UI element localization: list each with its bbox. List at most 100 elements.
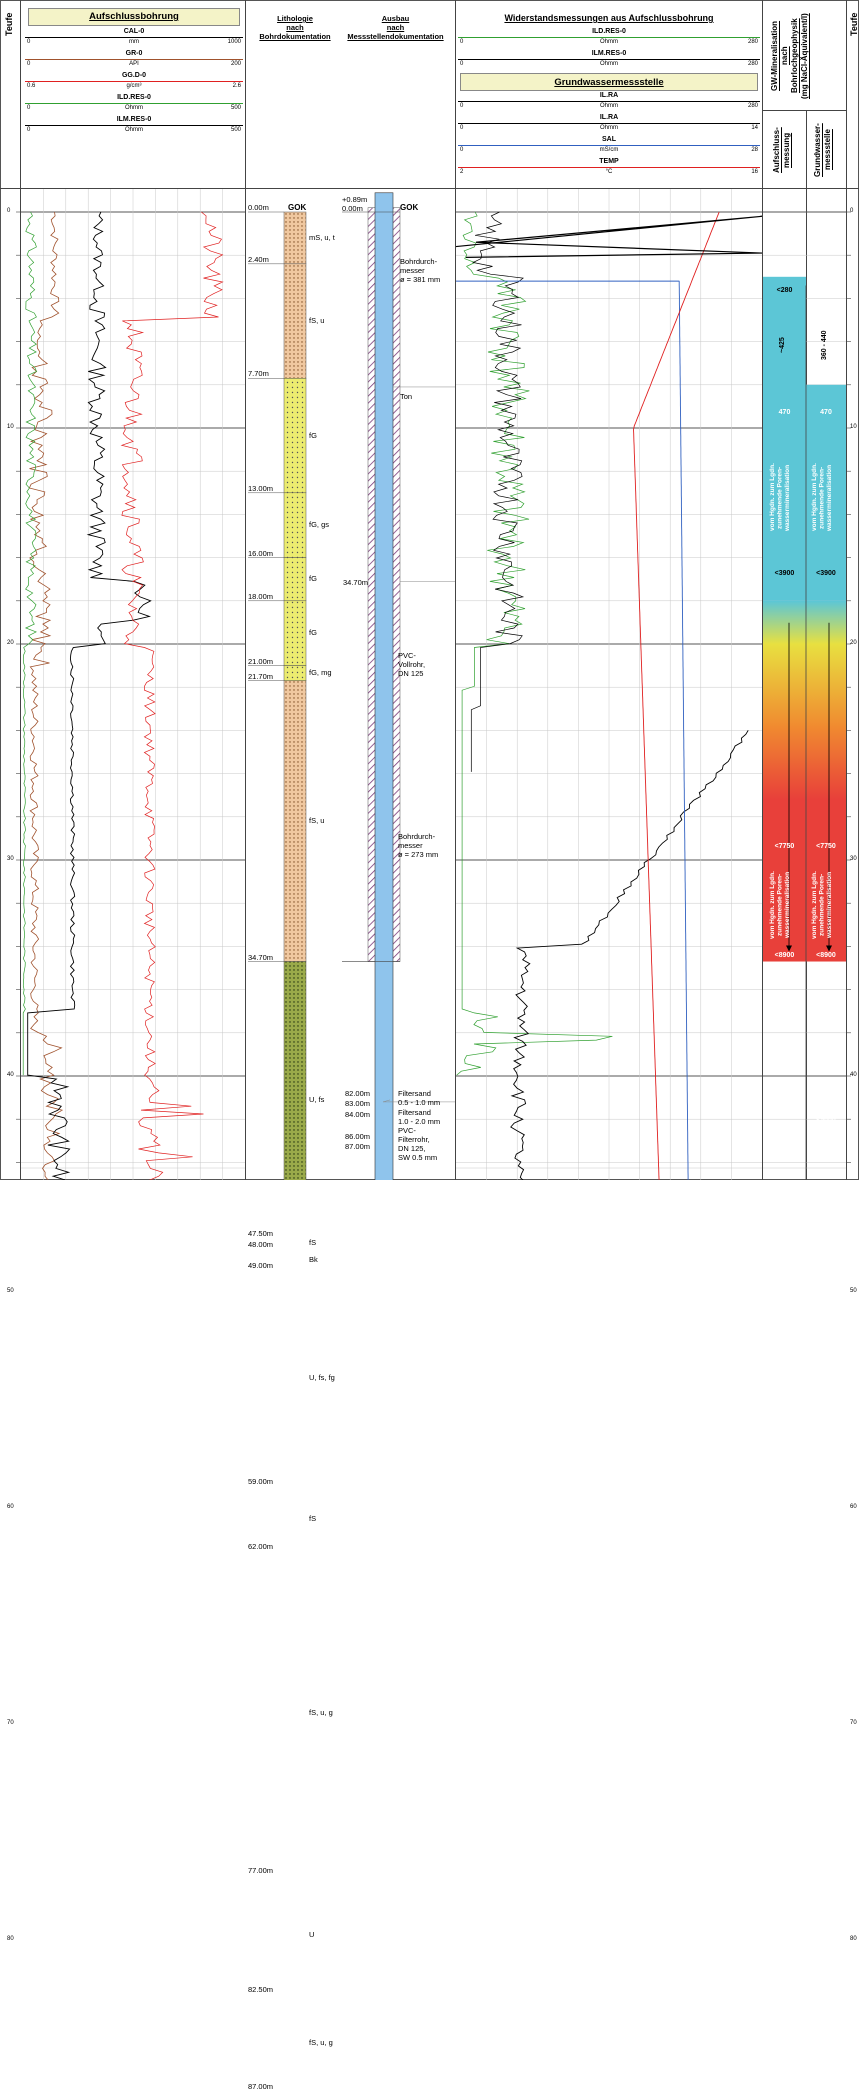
- lithology-label-11: U, fs, fg: [309, 1373, 335, 1383]
- gw-curve-max-2: 28: [751, 147, 758, 153]
- col-divider: [762, 0, 763, 1180]
- header-divider: [0, 188, 859, 189]
- left-curve-line-1: [25, 59, 243, 60]
- left-curve-line-2: [25, 81, 243, 82]
- lithology-layer-3: [283, 492, 307, 558]
- lithology-label-15: fS, u, g: [309, 2037, 333, 2047]
- left-curve-name-2: GG.D-0: [121, 72, 147, 79]
- gw-curve-min-0: 0: [460, 103, 464, 109]
- gw-curve-line-3: [458, 167, 760, 168]
- min-cyan-2: [763, 384, 846, 601]
- depth-tick-80: 80: [7, 1936, 14, 1942]
- lithology-depth-16: 87.00m: [248, 2082, 274, 2091]
- min-b-8900: <8900: [816, 952, 836, 959]
- cal-curve: [27, 211, 152, 1180]
- lithology-depth-12: 59.00m: [248, 1477, 274, 1487]
- col-divider: [762, 110, 846, 111]
- pvc-vollrohr: [374, 192, 394, 1180]
- min-b-9000: ~ 9000: [821, 1004, 828, 1026]
- ausbau-zero-label: 0.00m: [342, 204, 363, 213]
- left-curve-line-4: [25, 125, 243, 126]
- gw-curve-max-3: 16: [751, 169, 758, 175]
- gw-curve-max-1: 14: [751, 125, 758, 131]
- min-b-470: 470: [820, 409, 832, 416]
- left-curve-name-4: ILM.RES-0: [116, 116, 152, 123]
- right-curve-max-1: 280: [747, 61, 758, 67]
- right-curve-max-0: 280: [747, 39, 758, 45]
- min-b-7750: <7750: [816, 843, 836, 850]
- depth-tick-40: 40: [7, 1072, 14, 1078]
- lithology-label-14: U: [309, 1929, 315, 1939]
- min-a-425: ~425: [779, 337, 786, 353]
- left-curve-min-2: 0.6: [27, 83, 36, 89]
- lithology-depth-3: 13.00m: [248, 483, 274, 493]
- col-divider: [20, 0, 21, 1180]
- right-curve-min-0: 0: [460, 39, 464, 45]
- left-curve-unit-4: Ohmm: [125, 127, 143, 133]
- vollrohr-note: PVC- Vollrohr, DN 125: [398, 651, 426, 678]
- gw-curve-name-1: IL.RA: [599, 114, 619, 121]
- widerstand-title: Widerstandsmessungen aus Aufschlussbohru…: [504, 13, 714, 23]
- min-gradient-block: [763, 600, 846, 962]
- lithologie-title: Lithologie nach Bohrdokumentation: [259, 14, 331, 41]
- sal-curve: [678, 281, 689, 1180]
- lithology-depth-8: 34.70m: [248, 952, 274, 962]
- lithology-label-2: fG: [309, 430, 317, 440]
- left-curve-line-3: [25, 103, 243, 104]
- gw-curve-unit-3: °C: [605, 169, 613, 175]
- min-a-9000: ~ 9000: [779, 1004, 786, 1026]
- lithology-depth-5: 18.00m: [248, 591, 274, 601]
- left-curve-min-1: 0: [27, 61, 31, 67]
- gw-curve-min-2: 0: [460, 147, 464, 153]
- log-plot-area: [16, 189, 851, 1180]
- lithology-depth-15: 82.50m: [248, 1985, 274, 1994]
- depth-tick-20: 20: [7, 640, 14, 646]
- left-curve-min-3: 0: [27, 105, 31, 111]
- depth-tick-right-0: 0: [850, 208, 854, 214]
- bohrdurchmesser-273-note: Bohrdurch- messer ø = 273 mm: [398, 832, 439, 859]
- lithology-layer-4: [283, 557, 307, 602]
- depth-tick-30: 30: [7, 856, 14, 862]
- col-divider: [455, 0, 456, 1180]
- min-a-8900: <8900: [774, 952, 795, 959]
- ausbau-87-label: 87.00m: [345, 1142, 371, 1151]
- min-a-280: <280: [776, 287, 793, 294]
- ausbau-top-label: +0.89m: [342, 195, 368, 204]
- ausbau-84-label: 84.00m: [345, 1110, 371, 1119]
- right-curve-min-1: 0: [460, 61, 464, 67]
- lithology-label-1: fS, u: [309, 316, 325, 326]
- left-curve-min-4: 0: [27, 127, 31, 133]
- right-curve-line-0: [458, 37, 760, 38]
- depth-tick-60: 60: [7, 1504, 14, 1510]
- gw-curve-name-2: SAL: [602, 136, 616, 143]
- ausbau-82-label: 82.00m: [345, 1089, 371, 1098]
- aufschluss-title-box: [28, 8, 240, 26]
- depth-tick-right-50: 50: [850, 1288, 857, 1294]
- lithology-depth-14: 77.00m: [248, 1866, 274, 1876]
- lithology-depth-9: 47.50m: [248, 1229, 274, 1238]
- left-curve-line-0: [25, 37, 243, 38]
- lithology-depth-1: 2.40m: [248, 254, 269, 264]
- ggd-curve: [120, 211, 224, 1180]
- gr-curve: [28, 211, 64, 1180]
- gw-curve-name-0: IL.RA: [599, 92, 619, 99]
- right-curve-name-1: ILM.RES-0: [591, 50, 627, 57]
- depth-tick-right-10: 10: [850, 424, 857, 430]
- min-b-gradient-text: vom Hgdn. zum Lgdn. zunehmende Poren- wa…: [811, 463, 833, 532]
- grundwasser-title-box: [460, 73, 758, 91]
- filtersand-2-note: Filtersand 1.0 - 2.0 mm: [398, 1108, 441, 1126]
- depth-tick-right-60: 60: [850, 1504, 857, 1510]
- ton-label: Ton: [400, 392, 413, 401]
- lithology-label-6: fG, mg: [309, 668, 332, 678]
- depth-tick-right-70: 70: [850, 1720, 857, 1726]
- grundwasser-title: Grundwassermessstelle: [554, 77, 664, 88]
- left-curve-name-1: GR-0: [125, 50, 143, 57]
- left-curve-unit-1: API: [129, 61, 139, 67]
- gw-curve-unit-1: Ohmm: [600, 125, 618, 131]
- lithology-depth-10: 48.00m: [248, 1239, 274, 1249]
- left-curve-unit-3: Ohmm: [125, 105, 143, 111]
- lithology-depth-4: 16.00m: [248, 548, 274, 558]
- min-a-7750: <7750: [774, 843, 795, 850]
- lithology-layer-0: [283, 211, 307, 265]
- left-curve-unit-0: mm: [129, 39, 139, 45]
